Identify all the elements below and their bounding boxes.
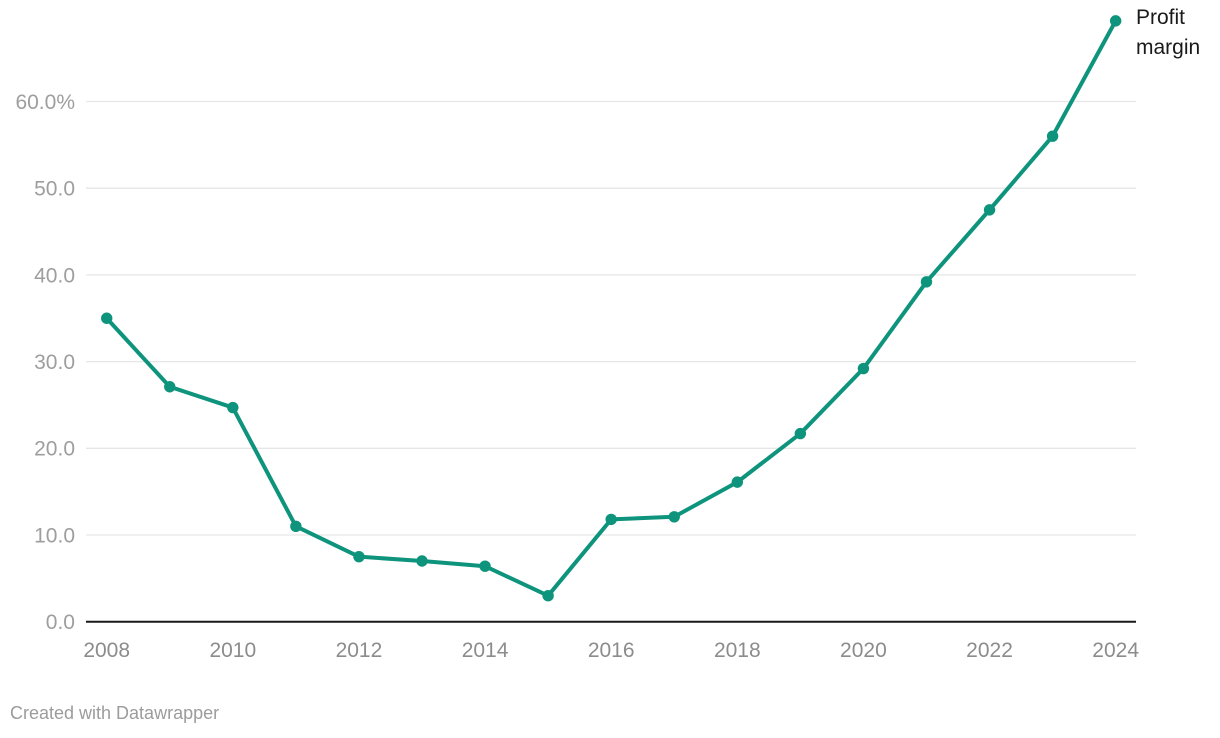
y-tick-label: 60.0% [15, 91, 75, 114]
data-point-2016[interactable] [605, 513, 617, 526]
data-point-2010[interactable] [227, 401, 239, 414]
data-point-2009[interactable] [164, 381, 176, 393]
profit-margin-line [104, 18, 1118, 598]
data-point-2014[interactable] [479, 560, 491, 572]
x-tick-label: 2014 [462, 639, 509, 662]
y-tick-label: 50.0 [34, 178, 75, 201]
y-tick-label: 0.0 [46, 611, 75, 634]
y-tick-label: 40.0 [34, 264, 75, 287]
x-tick-label: 2020 [840, 639, 887, 662]
x-tick-label: 2018 [714, 639, 761, 662]
y-tick-label: 20.0 [34, 438, 75, 461]
x-tick-label: 2010 [209, 639, 256, 662]
data-point-2017[interactable] [668, 511, 680, 523]
data-point-2012[interactable] [353, 550, 365, 563]
data-point-2013[interactable] [416, 555, 428, 567]
x-tick-label: 2016 [588, 639, 635, 662]
data-point-2011[interactable] [290, 520, 302, 533]
data-point-2023[interactable] [1046, 130, 1059, 142]
data-point-2018[interactable] [731, 476, 743, 488]
x-tick-label: 2022 [966, 639, 1013, 662]
data-point-2022[interactable] [983, 204, 996, 216]
data-point-2020[interactable] [857, 362, 870, 375]
x-tick-label: 2008 [83, 639, 130, 662]
datawrapper-credit: Created with Datawrapper [10, 703, 220, 723]
y-tick-label: 30.0 [34, 351, 75, 374]
x-tick-label: 2012 [336, 639, 383, 662]
data-point-2024[interactable] [1109, 15, 1122, 27]
x-tick-label: 2024 [1092, 639, 1139, 662]
y-tick-label: 10.0 [34, 524, 75, 547]
data-point-2021[interactable] [920, 276, 933, 288]
series-label: Profit margin [1136, 6, 1201, 59]
data-point-2008[interactable] [101, 312, 113, 324]
data-point-2015[interactable] [542, 589, 554, 602]
data-point-2019[interactable] [794, 427, 807, 440]
